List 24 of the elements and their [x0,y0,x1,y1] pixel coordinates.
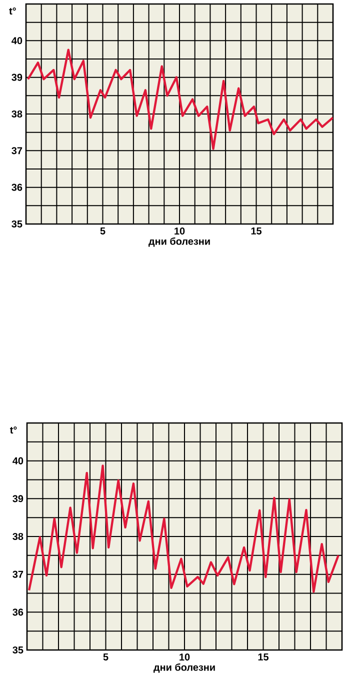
x-tick-label: 5 [100,228,106,234]
y-tick-label: 40 [12,457,24,464]
y-tick-label: 38 [12,532,24,540]
y-axis-title: t° [9,8,16,15]
line-series [26,48,334,150]
y-tick-label: 38 [12,110,22,118]
x-axis-title: дни болезни [154,663,215,673]
y-tick-label: 35 [12,220,22,228]
x-tick-label: 5 [103,654,108,660]
y-tick-label: 36 [12,184,22,191]
y-tick-label: 35 [12,646,24,654]
x-tick-label: 10 [180,654,190,661]
x-tick-label: 10 [174,228,185,235]
x-tick-label: 15 [251,228,262,234]
y-tick-label: 37 [12,570,24,578]
y-axis-title: t° [10,426,17,434]
y-tick-label: 39 [12,74,22,81]
line-series [28,464,340,593]
y-tick-label: 37 [12,147,22,154]
x-axis-title: дни болезни [148,237,210,247]
y-tick-label: 39 [12,495,24,502]
x-tick-label: 15 [258,654,269,660]
y-tick-label: 36 [12,608,24,616]
y-tick-label: 40 [12,37,22,44]
